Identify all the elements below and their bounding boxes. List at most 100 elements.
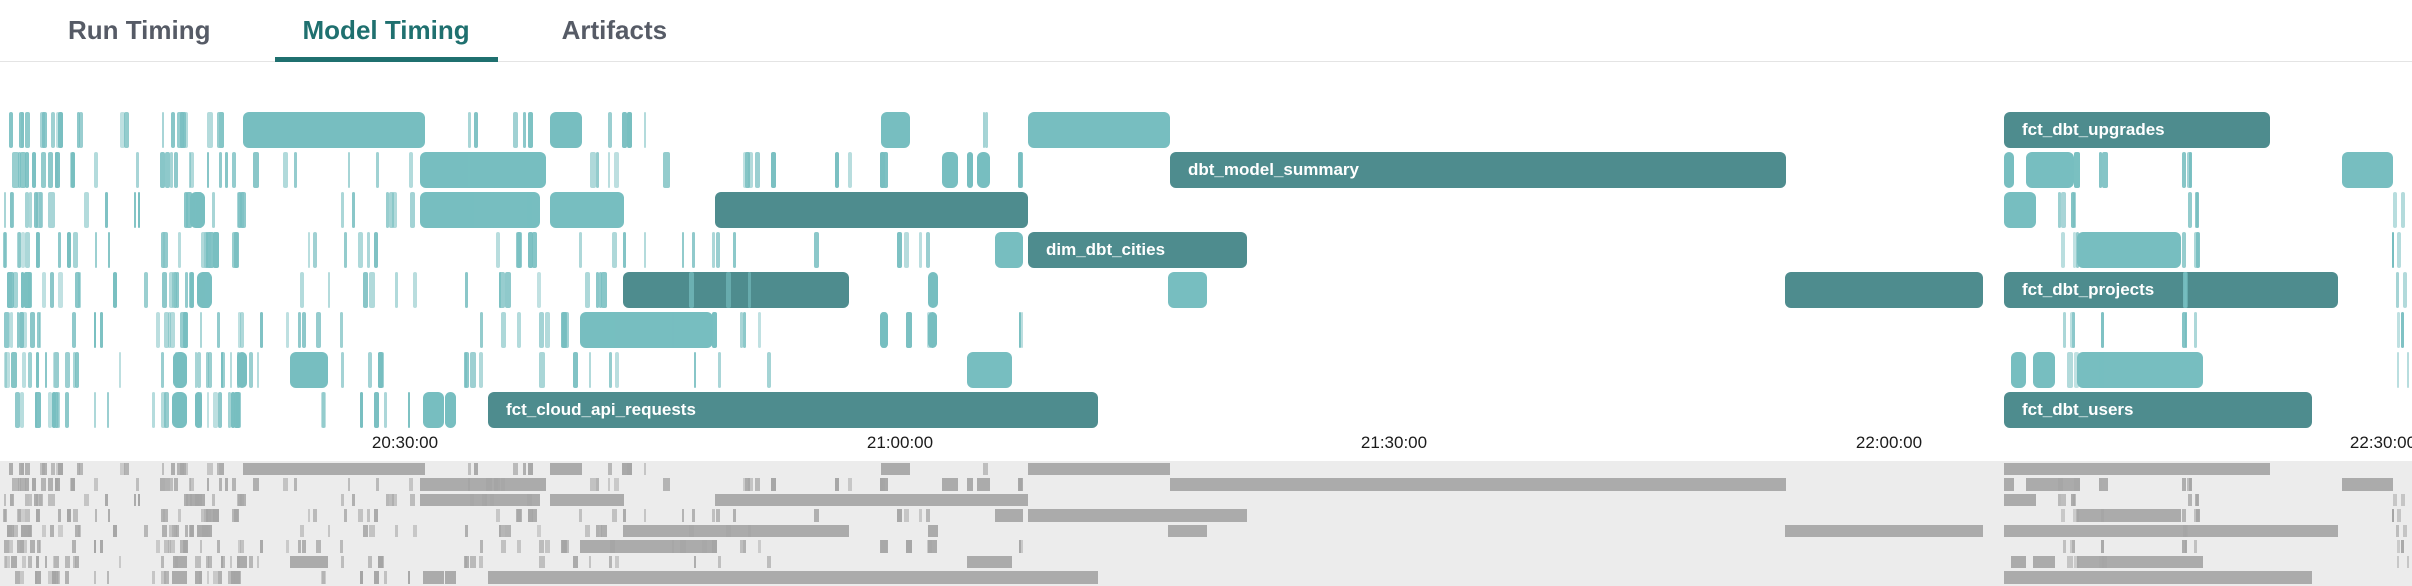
- model-bar-thin[interactable]: [20, 392, 24, 428]
- model-bar-thin[interactable]: [211, 192, 216, 228]
- model-bar-thin[interactable]: [896, 232, 903, 268]
- model-bar-thin[interactable]: [2074, 352, 2079, 388]
- model-bar-thin[interactable]: [489, 192, 495, 228]
- model-bar-thin[interactable]: [19, 312, 25, 348]
- model-bar-thin[interactable]: [2187, 192, 2193, 228]
- model-bar-thin[interactable]: [2066, 352, 2073, 388]
- model-bar-thin[interactable]: [609, 312, 615, 348]
- model-bar-thin[interactable]: [174, 352, 178, 388]
- model-bar-thin[interactable]: [227, 392, 231, 428]
- model-bar-dbt_model_summary[interactable]: dbt_model_summary: [1170, 152, 1786, 188]
- model-bar-thin[interactable]: [205, 352, 209, 388]
- model-bar-thin[interactable]: [256, 352, 260, 388]
- model-bar-thin[interactable]: [485, 152, 492, 188]
- model-bar-thin[interactable]: [464, 272, 469, 308]
- model-bar-thin[interactable]: [352, 192, 355, 228]
- model-bar-thin[interactable]: [15, 392, 21, 428]
- model-bar-thin[interactable]: [12, 152, 20, 188]
- model-bar-thin[interactable]: [726, 272, 731, 308]
- model-bar-thin[interactable]: [24, 272, 31, 308]
- model-bar-thin[interactable]: [378, 352, 384, 388]
- model-bar-thin[interactable]: [369, 272, 375, 308]
- model-bar-thin[interactable]: [747, 272, 751, 308]
- model-bar-thin[interactable]: [136, 152, 139, 188]
- model-bar-thin[interactable]: [538, 352, 545, 388]
- model-bar[interactable]: [623, 272, 849, 308]
- model-bar-thin[interactable]: [168, 312, 172, 348]
- model-bar-thin[interactable]: [596, 272, 600, 308]
- model-bar-thin[interactable]: [35, 232, 40, 268]
- model-bar-thin[interactable]: [771, 152, 776, 188]
- model-bar-thin[interactable]: [598, 272, 602, 308]
- model-bar-thin[interactable]: [155, 312, 161, 348]
- model-bar-thin[interactable]: [612, 232, 617, 268]
- model-bar-thin[interactable]: [743, 152, 750, 188]
- model-bar[interactable]: [172, 392, 187, 428]
- model-bar-thin[interactable]: [2189, 152, 2192, 188]
- model-bar-thin[interactable]: [766, 352, 772, 388]
- model-bar-thin[interactable]: [207, 232, 215, 268]
- model-bar-thin[interactable]: [413, 272, 418, 308]
- model-bar-thin[interactable]: [31, 152, 37, 188]
- model-bar-thin[interactable]: [57, 272, 64, 308]
- model-bar-thin[interactable]: [194, 352, 198, 388]
- model-bar-thin[interactable]: [585, 272, 590, 308]
- model-bar-thin[interactable]: [2102, 352, 2108, 388]
- model-bar-thin[interactable]: [184, 272, 189, 308]
- model-bar-thin[interactable]: [2397, 312, 2400, 348]
- model-bar-thin[interactable]: [21, 352, 26, 388]
- model-bar-thin[interactable]: [2402, 272, 2408, 308]
- model-bar-thin[interactable]: [51, 112, 56, 148]
- model-bar[interactable]: [195, 392, 202, 428]
- model-bar-thin[interactable]: [16, 232, 21, 268]
- model-bar[interactable]: [2342, 152, 2393, 188]
- model-bar[interactable]: [550, 192, 624, 228]
- model-bar-thin[interactable]: [391, 192, 397, 228]
- model-bar[interactable]: [880, 312, 888, 348]
- model-bar-thin[interactable]: [175, 272, 180, 308]
- model-bar-thin[interactable]: [160, 352, 164, 388]
- model-bar-thin[interactable]: [75, 352, 79, 388]
- tab-model-timing[interactable]: Model Timing: [274, 0, 498, 62]
- model-bar-thin[interactable]: [2196, 232, 2200, 268]
- model-bar-thin[interactable]: [523, 112, 527, 148]
- model-bar-thin[interactable]: [2058, 192, 2061, 228]
- model-bar-thin[interactable]: [359, 392, 363, 428]
- model-bar-thin[interactable]: [608, 352, 612, 388]
- model-bar-thin[interactable]: [170, 312, 176, 348]
- model-bar-thin[interactable]: [516, 232, 522, 268]
- model-bar-thin[interactable]: [2396, 352, 2399, 388]
- model-bar-thin[interactable]: [470, 352, 477, 388]
- model-bar-thin[interactable]: [2182, 312, 2186, 348]
- model-bar-thin[interactable]: [479, 312, 484, 348]
- model-bar-thin[interactable]: [294, 152, 298, 188]
- model-bar-thin[interactable]: [679, 312, 686, 348]
- model-bar[interactable]: [2077, 232, 2181, 268]
- model-bar-thin[interactable]: [218, 392, 223, 428]
- model-bar-thin[interactable]: [701, 312, 708, 348]
- model-bar-thin[interactable]: [328, 272, 331, 308]
- model-bar-thin[interactable]: [7, 272, 15, 308]
- model-bar-thin[interactable]: [225, 152, 228, 188]
- model-bar-thin[interactable]: [495, 232, 501, 268]
- model-bar-thin[interactable]: [681, 232, 684, 268]
- model-bar-thin[interactable]: [185, 192, 192, 228]
- model-bar-thin[interactable]: [2057, 152, 2064, 188]
- model-bar-thin[interactable]: [2392, 232, 2395, 268]
- model-bar[interactable]: [715, 192, 1028, 228]
- model-bar-thin[interactable]: [162, 112, 165, 148]
- model-bar-thin[interactable]: [926, 312, 933, 348]
- model-bar-thin[interactable]: [879, 152, 886, 188]
- model-bar-thin[interactable]: [748, 152, 754, 188]
- model-bar-thin[interactable]: [71, 152, 75, 188]
- model-bar-thin[interactable]: [2194, 312, 2198, 348]
- model-bar-thin[interactable]: [24, 112, 30, 148]
- model-bar-thin[interactable]: [199, 392, 203, 428]
- model-bar-thin[interactable]: [662, 152, 670, 188]
- model-bar-thin[interactable]: [283, 152, 289, 188]
- model-bar-thin[interactable]: [143, 272, 148, 308]
- model-bar-thin[interactable]: [2073, 232, 2076, 268]
- model-bar-thin[interactable]: [394, 272, 399, 308]
- model-bar-thin[interactable]: [196, 352, 201, 388]
- model-bar[interactable]: [290, 352, 328, 388]
